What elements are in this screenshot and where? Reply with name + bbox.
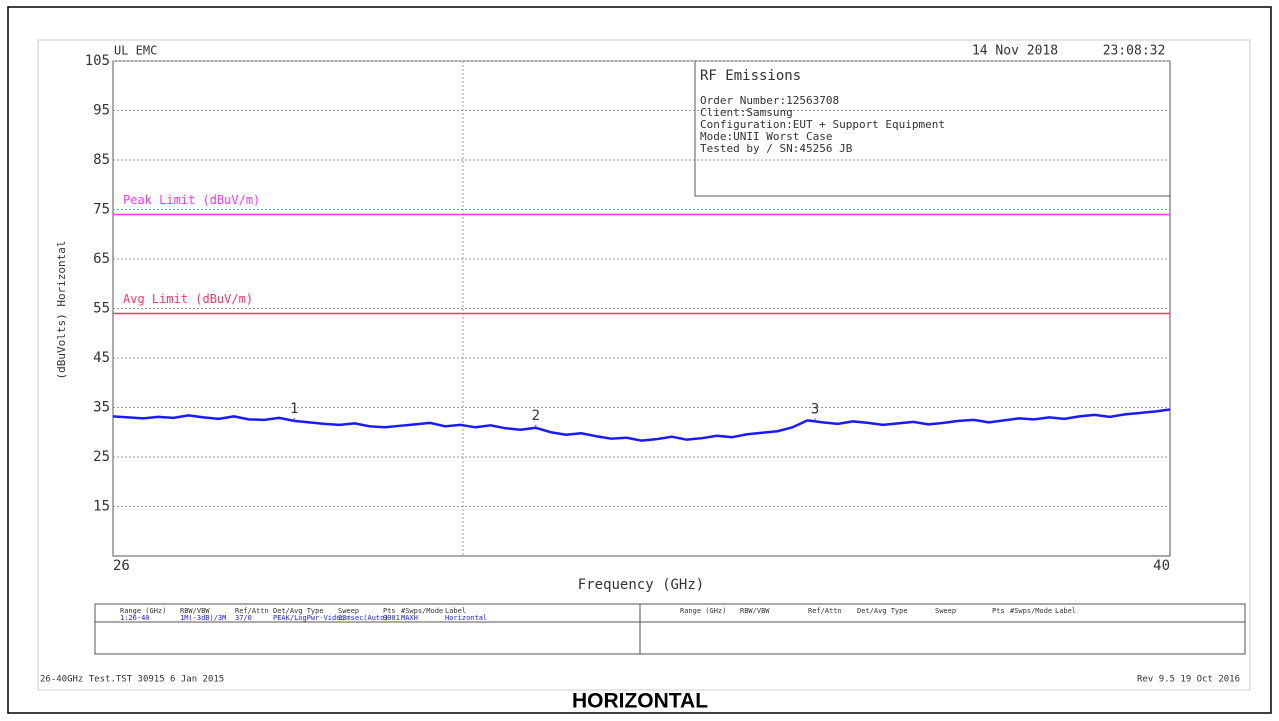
- table-cell: 1:26-40: [120, 614, 150, 622]
- table-header: Range (GHz): [680, 607, 726, 615]
- caption: HORIZONTAL: [572, 690, 708, 713]
- marker-label: 2: [532, 408, 540, 424]
- table-cell: PEAK/LogPwr-Video: [273, 614, 345, 622]
- table-header: #Swps/Mode: [401, 607, 443, 615]
- table-header: Det/Avg Type: [273, 607, 324, 615]
- x-tick-label: 40: [1153, 558, 1170, 574]
- y-tick-label: 55: [93, 301, 110, 317]
- y-tick-label: 75: [93, 202, 110, 218]
- plot-frame: [37, 39, 1251, 691]
- info-line: Client:Samsung: [700, 106, 793, 119]
- info-line: Order Number:12563708: [700, 94, 839, 107]
- y-tick-label: 45: [93, 350, 110, 366]
- limit-label: Peak Limit (dBuV/m): [123, 193, 260, 207]
- table-cell: Horizontal: [445, 614, 487, 622]
- table-header: #Swps/Mode: [1010, 607, 1052, 615]
- table-cell: 1M(-3dB)/3M: [180, 614, 226, 622]
- y-tick-label: 35: [93, 400, 110, 416]
- table-header: Label: [445, 607, 466, 615]
- table-cell: 9001: [383, 614, 400, 622]
- footer-right: Rev 9.5 19 Oct 2016: [1137, 675, 1240, 685]
- y-axis-label: (dBuVolts) Horizontal: [55, 240, 68, 379]
- y-tick-label: 95: [93, 103, 110, 119]
- footer-left: 26-40GHz Test.TST 30915 6 Jan 2015: [40, 675, 224, 685]
- settings-table: [94, 603, 1246, 655]
- marker-label: 3: [811, 401, 819, 417]
- marker-label: 1: [290, 401, 298, 417]
- table-header: Sweep: [338, 607, 359, 615]
- y-tick-label: 25: [93, 449, 110, 465]
- info-box: [694, 60, 1171, 197]
- y-tick-label: 65: [93, 251, 110, 267]
- table-header: Det/Avg Type: [857, 607, 908, 615]
- trace: [112, 408, 1171, 442]
- table-header: RBW/VBW: [180, 607, 210, 615]
- limit-label: Avg Limit (dBuV/m): [123, 292, 253, 306]
- time: 23:08:32: [1103, 44, 1166, 59]
- info-title: RF Emissions: [700, 68, 801, 84]
- y-tick-label: 105: [85, 53, 110, 69]
- table-header: Range (GHz): [120, 607, 166, 615]
- table-header: Label: [1055, 607, 1076, 615]
- table-cell: MAXH: [401, 614, 418, 622]
- x-axis-label: Frequency (GHz): [578, 577, 704, 593]
- x-tick-label: 26: [113, 558, 130, 574]
- table-header: Sweep: [935, 607, 956, 615]
- table-cell: 23msec(Auto): [338, 614, 389, 622]
- table-header: Pts: [992, 607, 1005, 615]
- y-tick-label: 85: [93, 152, 110, 168]
- table-header: Ref/Attn: [235, 607, 269, 615]
- table-header: RBW/VBW: [740, 607, 770, 615]
- y-tick-label: 15: [93, 499, 110, 515]
- table-header: Ref/Attn: [808, 607, 842, 615]
- info-line: Mode:UNII Worst Case: [700, 130, 832, 143]
- info-line: Tested by / SN:45256 JB: [700, 142, 853, 155]
- table-header: Pts: [383, 607, 396, 615]
- date: 14 Nov 2018: [972, 44, 1058, 59]
- info-line: Configuration:EUT + Support Equipment: [700, 118, 945, 131]
- table-cell: 37/0: [235, 614, 252, 622]
- header-left: UL EMC: [114, 44, 157, 58]
